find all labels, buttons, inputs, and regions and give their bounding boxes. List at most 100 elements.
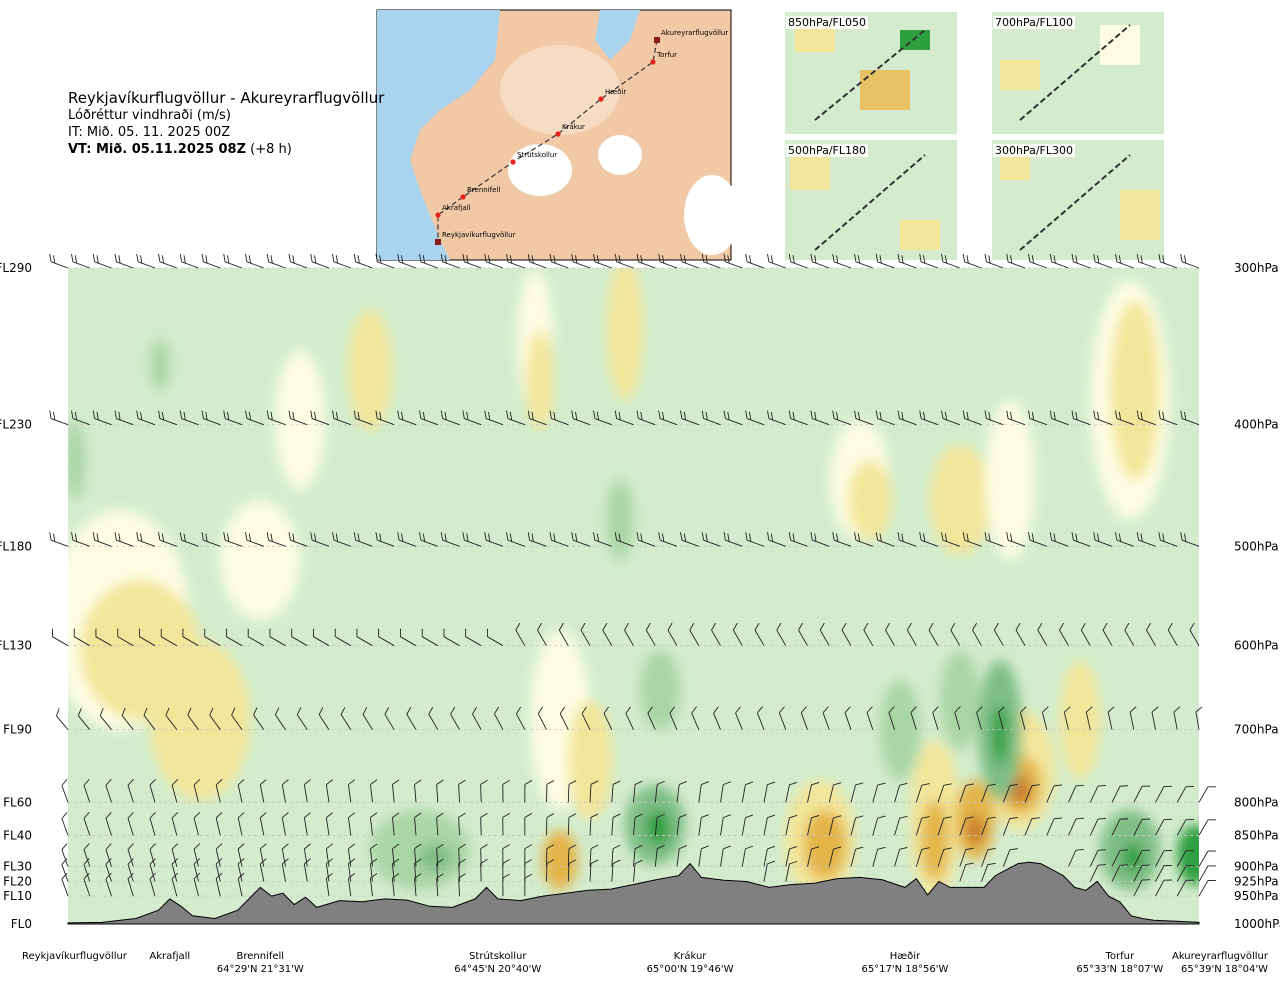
route-title: Reykjavíkurflugvöllur - Akureyrarflugvöl… bbox=[68, 89, 385, 107]
wind-barb bbox=[689, 622, 700, 646]
init-time: IT: Mið. 05. 11. 2025 00Z bbox=[68, 125, 231, 140]
wind-barb bbox=[117, 628, 134, 647]
wind-barb bbox=[391, 858, 400, 882]
wind-barb bbox=[981, 847, 996, 867]
wind-barb bbox=[1028, 410, 1047, 426]
wind-barb bbox=[633, 859, 643, 882]
wind-barb bbox=[647, 706, 656, 730]
wind-barb bbox=[138, 628, 156, 647]
wind-barb bbox=[201, 253, 221, 269]
wind-barb bbox=[375, 253, 395, 269]
glacier-langjokull bbox=[508, 144, 572, 196]
wind-barb bbox=[414, 873, 422, 897]
wind-barb bbox=[215, 858, 223, 882]
wind-barb bbox=[458, 858, 466, 882]
wind-barb bbox=[741, 781, 754, 803]
wind-barb bbox=[515, 622, 526, 646]
flight-level-tick: FL10 bbox=[3, 889, 32, 903]
wind-barb bbox=[937, 816, 952, 836]
wind-barb bbox=[698, 845, 709, 867]
wind-barb bbox=[105, 812, 112, 836]
wind-barb bbox=[950, 622, 961, 646]
wind-barb bbox=[215, 779, 223, 803]
pressure-tick: 300hPa bbox=[1234, 261, 1279, 275]
wind-barb bbox=[1068, 848, 1084, 867]
wind-barb bbox=[589, 859, 599, 882]
wind-barb bbox=[658, 410, 678, 426]
wind-barb bbox=[171, 872, 179, 897]
wind-barb bbox=[819, 622, 830, 646]
wind-barb bbox=[527, 253, 547, 269]
wind-barb bbox=[611, 780, 621, 803]
wind-barb bbox=[288, 532, 308, 547]
wind-barb bbox=[872, 815, 886, 836]
vertical-velocity-field bbox=[68, 268, 1199, 900]
wind-barb bbox=[593, 253, 612, 269]
wind-barb bbox=[633, 813, 643, 836]
wind-barb bbox=[822, 706, 830, 730]
wind-barb bbox=[654, 845, 665, 867]
wind-barb bbox=[105, 872, 112, 897]
wind-barb bbox=[61, 779, 69, 803]
wind-barb bbox=[763, 860, 776, 882]
wind-barb bbox=[472, 706, 482, 730]
wind-barb bbox=[310, 532, 330, 547]
wind-barb bbox=[636, 532, 656, 547]
wind-barb bbox=[567, 859, 577, 882]
wind-barb bbox=[1059, 622, 1069, 646]
wind-barb bbox=[549, 253, 569, 269]
wind-barb bbox=[83, 858, 91, 882]
route-point-label: Akureyrarflugvöllur bbox=[661, 29, 728, 37]
waypoint-name: Brennifell bbox=[236, 951, 284, 962]
wind-barb bbox=[288, 253, 308, 269]
wind-barb bbox=[1158, 253, 1178, 269]
wind-barb bbox=[92, 253, 112, 269]
wind-barb bbox=[603, 706, 613, 730]
wind-barb bbox=[962, 532, 982, 547]
wind-barb bbox=[127, 872, 134, 897]
wind-barb bbox=[1046, 784, 1062, 803]
wind-barb bbox=[462, 410, 482, 426]
wind-barb bbox=[1198, 786, 1217, 803]
waypoint-coords: 64°29'N 21°31'W bbox=[217, 964, 304, 975]
wind-barb bbox=[676, 845, 687, 867]
wind-barb bbox=[515, 706, 526, 730]
flight-level-tick: FL180 bbox=[0, 539, 32, 553]
wind-barb bbox=[915, 847, 930, 867]
wind-barb bbox=[915, 816, 930, 836]
wind-barb bbox=[1002, 848, 1018, 867]
wind-barb bbox=[1037, 622, 1048, 646]
wind-barb bbox=[440, 410, 460, 426]
wind-barb bbox=[56, 708, 69, 730]
right-axis: 300hPa 400hPa 500hPa 600hPa 700hPa 800hPa 850h… bbox=[1234, 261, 1280, 931]
pressure-tick: 800hPa bbox=[1234, 795, 1279, 809]
wind-barb bbox=[1111, 864, 1129, 882]
wind-barb bbox=[1111, 849, 1129, 867]
wind-barb bbox=[546, 813, 555, 836]
wind-barb bbox=[484, 410, 504, 426]
wind-barb bbox=[1155, 864, 1173, 882]
wind-barb bbox=[776, 622, 787, 646]
wind-barb bbox=[984, 253, 1004, 269]
wind-barb bbox=[397, 410, 417, 426]
wind-barb bbox=[723, 410, 743, 426]
wind-barb bbox=[143, 707, 156, 730]
wind-barb bbox=[105, 843, 112, 867]
wind-barb bbox=[527, 410, 547, 426]
wind-barb bbox=[919, 253, 939, 269]
wind-barb bbox=[136, 253, 156, 269]
waypoint-coords: 64°45'N 20°40'W bbox=[454, 964, 541, 975]
wind-barb bbox=[266, 532, 286, 547]
wind-barb bbox=[237, 858, 245, 882]
wind-barb bbox=[866, 706, 874, 730]
wind-barb bbox=[894, 815, 908, 836]
wind-barb bbox=[828, 782, 842, 803]
wind-barb bbox=[303, 843, 311, 867]
wind-barb bbox=[567, 780, 577, 803]
wind-barb bbox=[171, 779, 179, 803]
wind-barb bbox=[1089, 785, 1107, 803]
wind-barb bbox=[633, 780, 643, 803]
wind-barb bbox=[1028, 532, 1047, 547]
wind-barb bbox=[741, 814, 754, 836]
pressure-tick: 850hPa bbox=[1234, 828, 1279, 842]
